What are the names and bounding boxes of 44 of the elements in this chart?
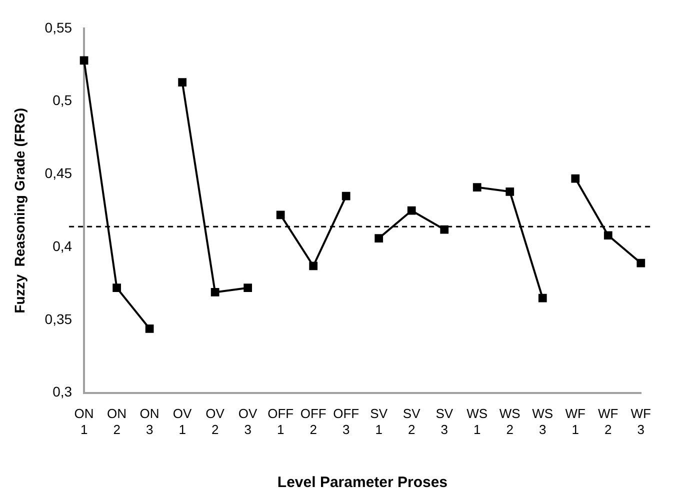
- x-tick-label: OFF 3: [333, 406, 360, 437]
- point: [244, 284, 252, 292]
- x-tick-label: WF 2: [598, 406, 618, 437]
- y-tick-label: 0,3: [52, 384, 72, 400]
- point: [309, 262, 318, 270]
- point: [145, 324, 154, 333]
- x-tick-label: WS 2: [499, 406, 521, 437]
- x-tick-label: OV 1: [172, 406, 192, 437]
- point: [571, 174, 580, 183]
- x-axis-title: Level Parameter Proses: [277, 474, 448, 492]
- x-tick-label: OV 2: [206, 406, 225, 437]
- x-tick-label: OV 3: [238, 406, 258, 437]
- point: [604, 231, 612, 240]
- point: [178, 78, 186, 87]
- point: [210, 288, 220, 296]
- point: [342, 192, 350, 200]
- x-tick-label: SV 1: [370, 406, 388, 437]
- x-tick-label: OFF 1: [268, 406, 294, 437]
- point: [407, 206, 416, 215]
- point: [374, 234, 384, 242]
- x-tick-label: WS 1: [466, 406, 488, 437]
- point: [506, 187, 514, 196]
- point: [636, 258, 646, 268]
- y-axis-title: Fuzzy Reasoning Grade (FRG): [11, 108, 28, 314]
- x-tick-label: ON 3: [140, 406, 160, 437]
- x-tick-label: WF 1: [565, 406, 586, 437]
- y-tick-label: 0,35: [44, 310, 72, 327]
- point: [538, 294, 547, 302]
- point: [276, 210, 285, 220]
- point: [80, 56, 88, 65]
- point: [472, 183, 482, 192]
- x-tick-label: SV 3: [436, 406, 454, 437]
- point: [440, 225, 449, 234]
- y-tick-label: 0,5: [52, 92, 72, 108]
- y-tick-label: 0,45: [44, 165, 72, 182]
- y-tick-label: 0,55: [44, 19, 72, 36]
- x-tick-label: ON 2: [107, 406, 127, 437]
- x-tick-label: SV 2: [402, 406, 421, 437]
- x-tick-label: ON 1: [74, 406, 94, 437]
- x-tick-label: WS 3: [532, 406, 554, 437]
- x-tick-label: OFF 2: [300, 406, 326, 437]
- x-tick-label: WF 3: [630, 406, 652, 437]
- y-tick-label: 0,4: [52, 238, 72, 254]
- point: [112, 284, 121, 292]
